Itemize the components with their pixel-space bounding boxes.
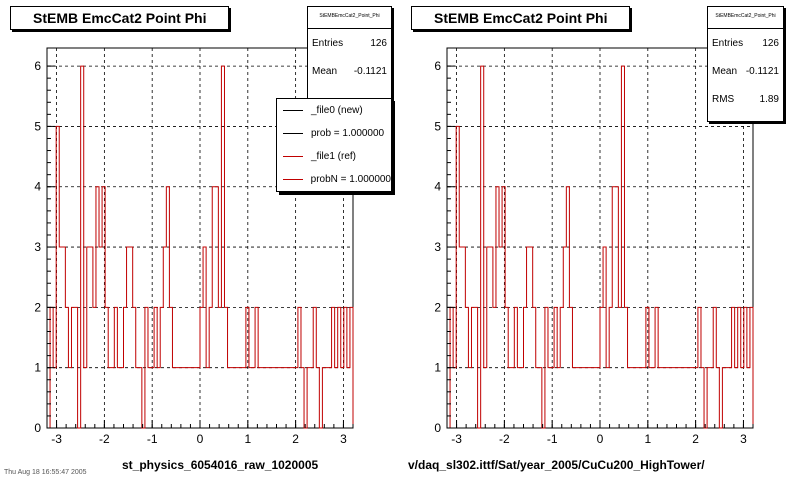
left-stats-box: StEMBEmcCat2_Point_Phi Entries 126 Mean … <box>307 6 392 100</box>
x-tick-label: 1 <box>244 432 251 446</box>
x-tick-label: -2 <box>99 432 110 446</box>
legend-entry-file1: _file1 (ref) <box>277 145 391 168</box>
right-stats-rms-label: RMS <box>712 93 735 105</box>
legend-line-file1 <box>283 156 303 157</box>
y-tick-label: 4 <box>434 180 441 194</box>
right-stats-row-rms: RMS 1.89 <box>708 85 783 113</box>
legend-entry-probn: probN = 1.000000 <box>277 168 391 191</box>
legend-label-probn: probN = 1.000000 <box>310 174 391 185</box>
left-x-axis-label: st_physics_6054016_raw_1020005 <box>122 458 319 472</box>
y-tick-label: 6 <box>434 59 441 73</box>
y-tick-label: 3 <box>434 240 441 254</box>
right-stats-name: StEMBEmcCat2_Point_Phi <box>708 7 783 29</box>
legend-entry-prob: prob = 1.000000 <box>277 122 391 145</box>
y-tick-label: 0 <box>434 421 441 435</box>
left-stats-row-entries: Entries 126 <box>308 29 391 57</box>
x-tick-label: -3 <box>451 432 462 446</box>
legend-label-file1: _file1 (ref) <box>311 151 357 162</box>
y-tick-label: 5 <box>434 119 441 133</box>
right-stats-entries-value: 126 <box>762 37 779 49</box>
y-tick-label: 2 <box>34 300 41 314</box>
right-stats-box: StEMBEmcCat2_Point_Phi Entries 126 Mean … <box>707 6 784 122</box>
right-histogram: -3 -2 -1 0 1 2 3 0 1 2 3 4 5 6 <box>434 47 754 446</box>
legend-entry-file0: _file0 (new) <box>277 99 391 122</box>
x-tick-label: 0 <box>197 432 204 446</box>
legend-line-probn <box>283 179 303 180</box>
right-stats-entries-label: Entries <box>712 37 744 49</box>
left-stats-entries-value: 126 <box>370 37 387 49</box>
left-stats-row-mean: Mean -0.1121 <box>308 57 391 85</box>
y-tick-label: 4 <box>34 180 41 194</box>
x-tick-label: -2 <box>499 432 510 446</box>
left-stats-entries-label: Entries <box>312 37 344 49</box>
legend-label-file0: _file0 (new) <box>311 105 363 116</box>
timestamp-footer: Thu Aug 18 16:55:47 2005 <box>4 469 87 476</box>
left-legend: _file0 (new) prob = 1.000000 _file1 (ref… <box>276 98 392 192</box>
y-tick-label: 6 <box>34 59 41 73</box>
x-tick-label: -3 <box>51 432 62 446</box>
legend-line-file0 <box>283 110 303 111</box>
x-tick-label: 3 <box>740 432 747 446</box>
right-stats-mean-label: Mean <box>712 65 738 77</box>
histogram-series <box>447 65 754 429</box>
left-stats-mean-label: Mean <box>312 65 338 77</box>
y-tick-label: 0 <box>34 421 41 435</box>
right-x-axis-label: v/daq_sl302.ittf/Sat/year_2005/CuCu200_H… <box>408 458 705 472</box>
x-tick-label: 0 <box>597 432 604 446</box>
x-tick-label: 2 <box>692 432 699 446</box>
x-tick-label: -1 <box>547 432 558 446</box>
right-plot-title: StEMB EmcCat2 Point Phi <box>411 6 631 30</box>
left-plot-title: StEMB EmcCat2 Point Phi <box>10 6 230 30</box>
legend-line-prob <box>283 133 303 134</box>
y-tick-label: 1 <box>34 361 41 375</box>
right-stats-rms-value: 1.89 <box>759 93 779 105</box>
y-tick-label: 1 <box>434 361 441 375</box>
x-tick-label: 3 <box>340 432 347 446</box>
right-stats-row-mean: Mean -0.1121 <box>708 57 783 85</box>
right-stats-mean-value: -0.1121 <box>745 65 779 77</box>
legend-label-prob: prob = 1.000000 <box>311 128 385 139</box>
left-stats-mean-value: -0.1121 <box>353 65 387 77</box>
left-stats-name: StEMBEmcCat2_Point_Phi <box>308 7 391 29</box>
y-tick-label: 5 <box>34 119 41 133</box>
histogram-series <box>47 65 354 429</box>
right-stats-row-entries: Entries 126 <box>708 29 783 57</box>
y-tick-label: 2 <box>434 300 441 314</box>
x-tick-label: 1 <box>644 432 651 446</box>
y-tick-label: 3 <box>34 240 41 254</box>
x-tick-label: 2 <box>292 432 299 446</box>
x-tick-label: -1 <box>147 432 158 446</box>
